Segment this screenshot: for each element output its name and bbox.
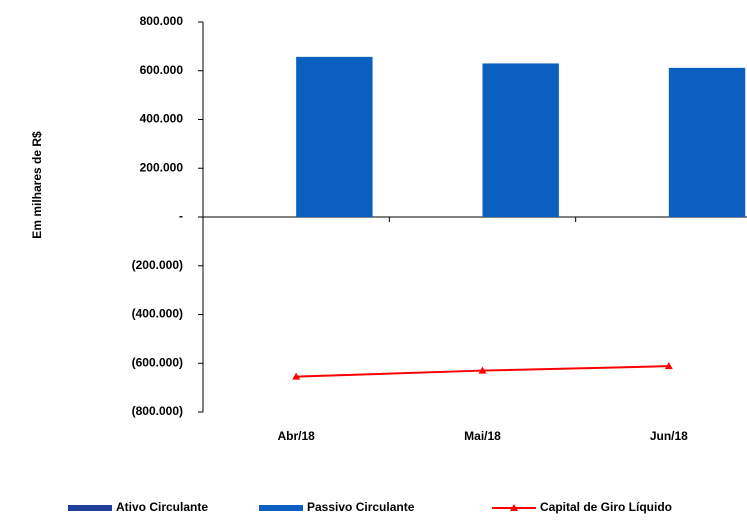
legend-label: Capital de Giro Líquido: [540, 500, 672, 514]
y-axis-label: Em milhares de R$: [30, 131, 44, 239]
x-tick-label: Mai/18: [464, 429, 501, 443]
line-marker: [478, 366, 487, 374]
y-tick-label: (400.000): [132, 307, 183, 321]
x-tick-label: Jun/18: [650, 429, 688, 443]
line-marker: [664, 362, 673, 370]
x-tick-label: Abr/18: [277, 429, 315, 443]
legend-marker: [510, 504, 518, 511]
legend-label: Passivo Circulante: [307, 500, 415, 514]
bar: [296, 56, 373, 218]
y-tick-label: (600.000): [132, 355, 183, 369]
y-tick-label: 400.000: [140, 112, 184, 126]
y-tick-label: -: [179, 209, 183, 223]
y-tick-label: (200.000): [132, 258, 183, 272]
legend-label: Ativo Circulante: [116, 500, 208, 514]
line-marker: [292, 372, 301, 380]
legend-swatch: [68, 505, 112, 511]
y-tick-label: 800.000: [140, 14, 184, 28]
bar: [668, 67, 746, 217]
legend-swatch: [259, 505, 303, 511]
y-tick-label: (800.000): [132, 404, 183, 418]
y-tick-label: 600.000: [140, 63, 184, 77]
bar: [482, 63, 559, 217]
y-tick-label: 200.000: [140, 160, 184, 174]
